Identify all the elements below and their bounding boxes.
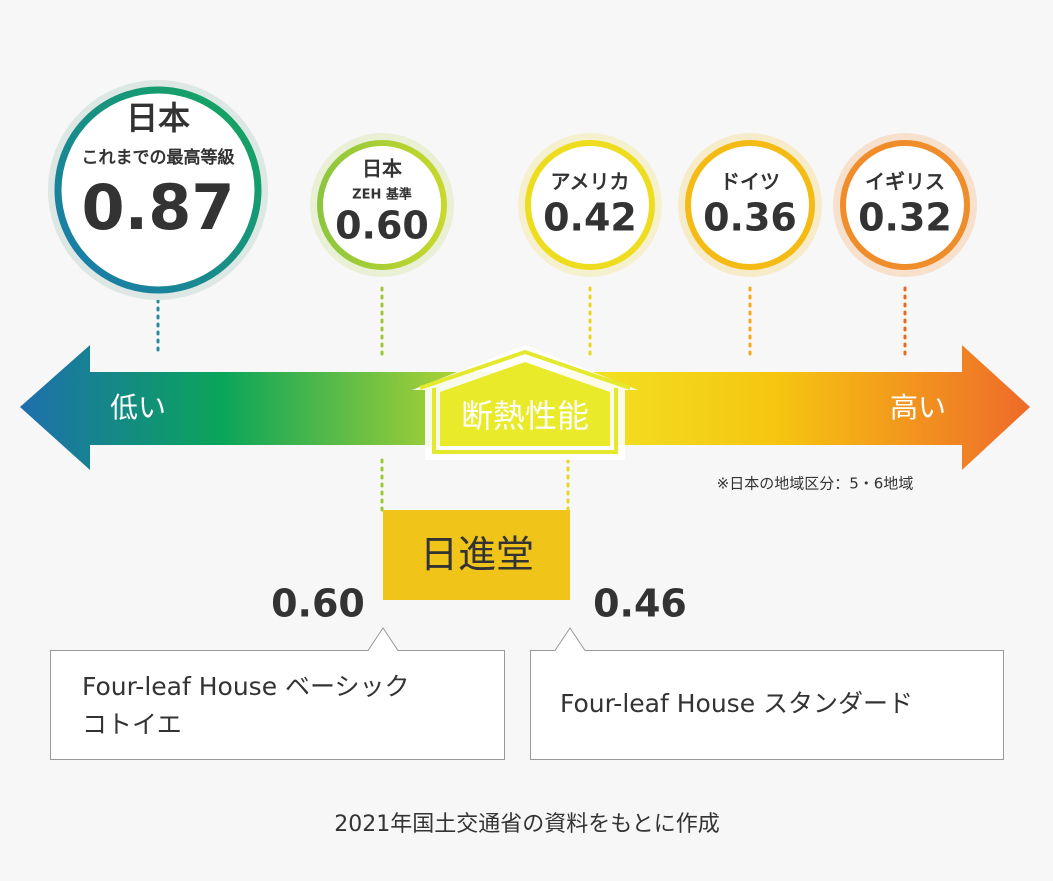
source: 2021年国土交通省の資料をもとに作成 (334, 812, 720, 837)
arrow-low: 低い (110, 391, 166, 424)
circle-value: 0.87 (82, 171, 235, 244)
house-label: 断熱性能 (461, 397, 589, 435)
circle-uk: イギリス 0.32 (833, 133, 977, 277)
circle-label: イギリス (865, 170, 945, 194)
circle-zeh: 日本 ZEH 基準 0.60 (310, 133, 454, 277)
note: ※日本の地域区分：5・6地域 (717, 475, 914, 493)
circle-japan: 日本 これまでの最高等級 0.87 (48, 80, 268, 300)
house-outline (419, 349, 631, 454)
circle-label: ドイツ (720, 170, 780, 194)
product-box (530, 627, 1004, 760)
circle-germany: ドイツ 0.36 (678, 133, 822, 277)
product-name: コトイエ (82, 710, 182, 739)
product-box (50, 627, 505, 760)
circle-value: 0.36 (703, 196, 797, 240)
arrow-high: 高い (890, 391, 946, 424)
circle-value: 0.32 (858, 196, 952, 240)
circle-value: 0.60 (335, 204, 429, 248)
product-value: 0.46 (593, 582, 687, 626)
circle-label: アメリカ (551, 170, 630, 194)
house-fill (440, 362, 610, 446)
circle-label: 日本 (362, 157, 402, 181)
product-name: Four-leaf House ベーシック (82, 672, 410, 701)
company-name: 日進堂 (420, 533, 534, 577)
circle-sublabel: ZEH 基準 (352, 187, 412, 203)
circle-usa: アメリカ 0.42 (518, 133, 662, 277)
circle-sublabel: これまでの最高等級 (82, 147, 235, 168)
product-name: Four-leaf House スタンダード (560, 689, 913, 718)
circle-value: 0.42 (543, 196, 637, 240)
company-box (383, 510, 570, 600)
product-value: 0.60 (271, 582, 365, 626)
circle-label: 日本 (126, 99, 190, 137)
